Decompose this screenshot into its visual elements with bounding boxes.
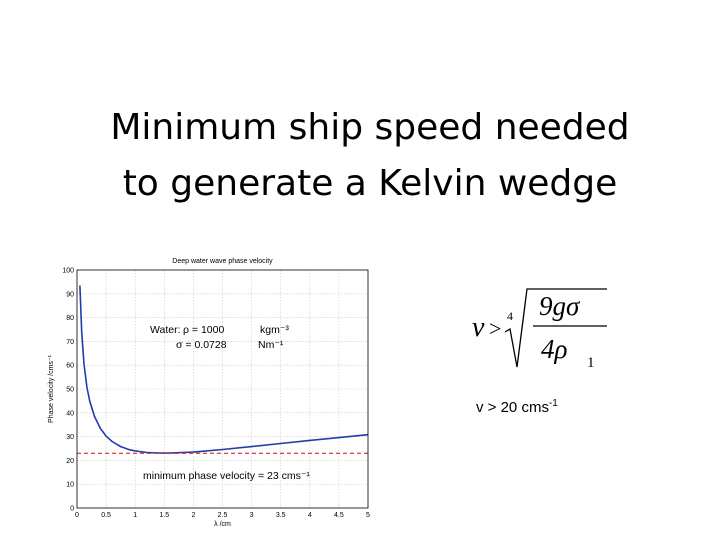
- title-line-2: to generate a Kelvin wedge: [122, 163, 618, 204]
- water-label: Water:: [150, 324, 181, 336]
- y-tick-label: 0: [70, 506, 74, 513]
- x-tick-label: 1: [133, 512, 137, 519]
- result-exponent: -1: [548, 398, 558, 409]
- x-axis-label: λ /cm: [214, 521, 231, 528]
- y-tick-label: 90: [66, 291, 74, 298]
- chart-ticks: 0 0.5 1 1.5 2 2.5 3 3.5 4 4.5 50102030405060708090…: [62, 268, 370, 520]
- x-tick-label: 0: [75, 512, 79, 519]
- chart-grid: [76, 269, 369, 509]
- phase-velocity-chart: 0 0.5 1 1.5 2 2.5 3 3.5 4 4.5 50102030405060708090…: [48, 258, 370, 528]
- y-tick-label: 40: [66, 410, 74, 417]
- y-tick-label: 50: [66, 387, 74, 394]
- slide-title: Minimum ship speed needed to generate a …: [80, 100, 660, 212]
- rho-value: ρ = 1000: [183, 324, 224, 336]
- y-axis-label: Phase velocity /cms⁻¹: [48, 354, 55, 423]
- y-tick-label: 80: [66, 315, 74, 322]
- x-tick-label: 3.5: [276, 512, 286, 519]
- kelvin-wedge-formula: v > 4 9gσ 4ρ 1: [472, 288, 607, 371]
- x-tick-label: 0.5: [101, 512, 111, 519]
- x-tick-label: 2: [191, 512, 195, 519]
- chart-series: [77, 285, 369, 454]
- y-tick-label: 70: [66, 339, 74, 346]
- formula-root-index: 4: [507, 309, 513, 323]
- formula-lhs: v: [472, 312, 485, 343]
- sigma-value: σ = 0.0728: [176, 339, 227, 351]
- x-tick-label: 2.5: [218, 512, 228, 519]
- sigma-unit: Nm⁻¹: [258, 339, 284, 351]
- minimum-velocity-label: minimum phase velocity = 23 cms⁻¹: [143, 470, 310, 482]
- formula-denominator-subscript: 1: [587, 355, 595, 371]
- x-tick-label: 4.5: [334, 512, 344, 519]
- result-text: v > 20 cms: [476, 399, 549, 416]
- formula-operator: >: [489, 316, 501, 341]
- y-tick-label: 10: [66, 482, 74, 489]
- y-tick-label: 100: [62, 268, 74, 275]
- chart-title: Deep water wave phase velocity: [172, 258, 273, 265]
- y-tick-label: 30: [66, 434, 74, 441]
- rho-unit: kgm⁻³: [260, 324, 289, 336]
- formula-denominator: 4ρ: [541, 334, 568, 364]
- x-tick-label: 3: [250, 512, 254, 519]
- x-tick-label: 5: [366, 512, 370, 519]
- x-tick-label: 1.5: [159, 512, 169, 519]
- result-inequality: v > 20 cms-1: [476, 398, 558, 416]
- formula-numerator: 9gσ: [539, 291, 581, 321]
- x-tick-label: 4: [308, 512, 312, 519]
- radical-sign: [504, 288, 607, 368]
- plot-frame: [76, 269, 369, 509]
- y-tick-label: 60: [66, 363, 74, 370]
- title-line-1: Minimum ship speed needed: [110, 107, 630, 148]
- phase-velocity-curve: [79, 285, 369, 454]
- y-tick-label: 20: [66, 458, 74, 465]
